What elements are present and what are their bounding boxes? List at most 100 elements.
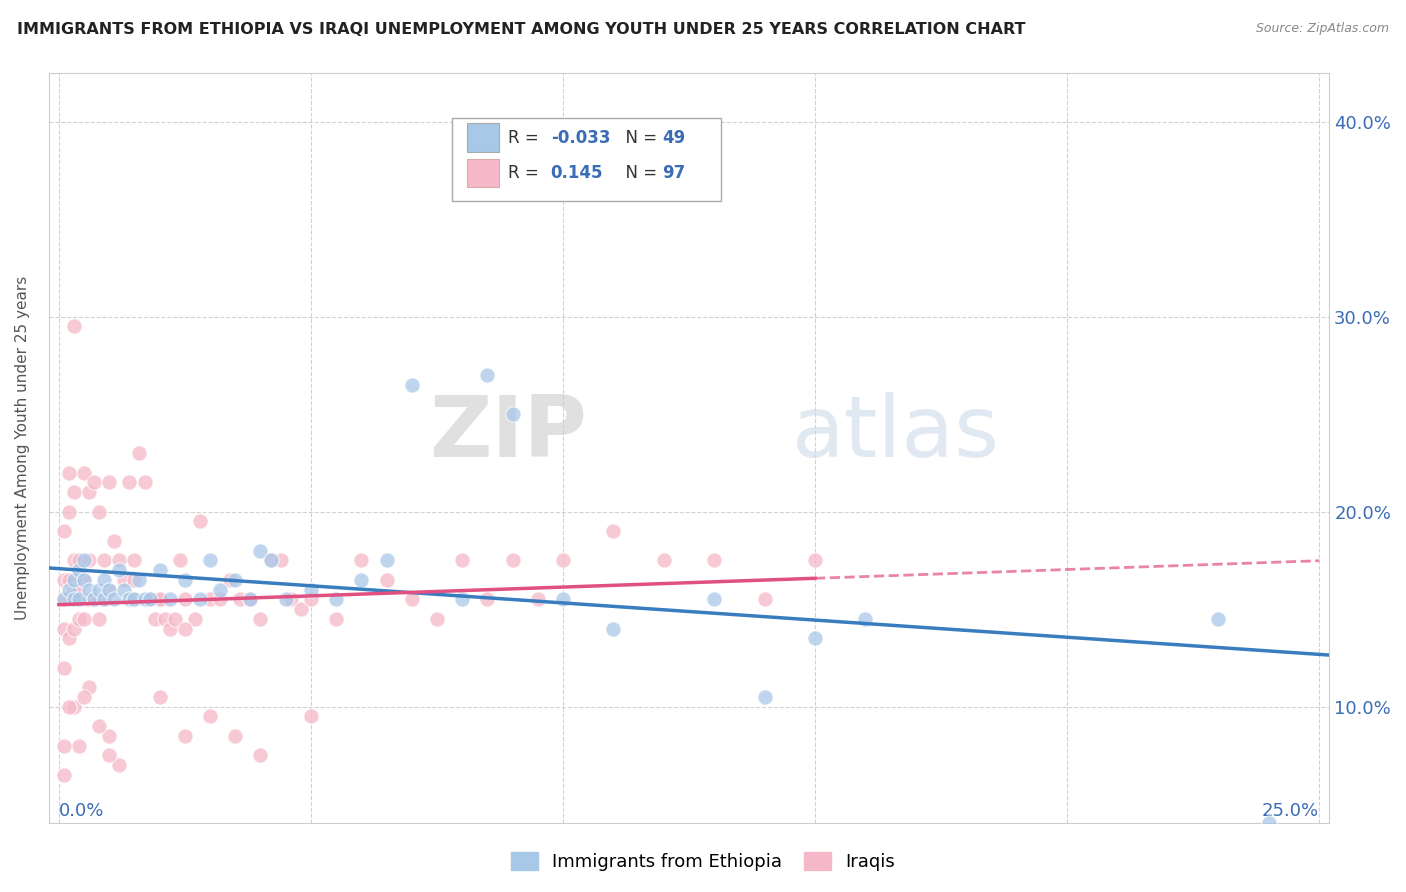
Point [52, 573, 75, 587]
Point [855, 612, 877, 626]
Point [703, 592, 725, 607]
Y-axis label: Unemployment Among Youth under 25 years: Unemployment Among Youth under 25 years [15, 277, 30, 620]
Point [63, 485, 86, 500]
Point [83, 592, 105, 607]
Point [128, 446, 150, 460]
Point [188, 592, 211, 607]
Point [108, 563, 131, 577]
Point [259, 553, 281, 567]
Point [73, 573, 96, 587]
Point [73, 690, 96, 704]
Point [134, 475, 156, 490]
Point [159, 592, 181, 607]
Point [108, 553, 131, 567]
Text: R =: R = [509, 164, 550, 182]
Point [138, 592, 160, 607]
Point [239, 592, 262, 607]
Point [98, 582, 121, 597]
Point [67, 553, 90, 567]
Point [63, 592, 86, 607]
Point [375, 573, 398, 587]
Point [77, 582, 100, 597]
Point [754, 690, 776, 704]
Point [67, 739, 90, 753]
Text: 0.145: 0.145 [551, 164, 603, 182]
Point [299, 709, 322, 723]
Point [804, 553, 827, 567]
Point [325, 592, 347, 607]
Point [754, 592, 776, 607]
Text: Source: ZipAtlas.com: Source: ZipAtlas.com [1256, 22, 1389, 36]
Text: 97: 97 [662, 164, 685, 182]
Point [149, 592, 172, 607]
Point [198, 709, 221, 723]
Point [98, 475, 121, 490]
Point [502, 553, 524, 567]
Point [73, 612, 96, 626]
Text: atlas: atlas [792, 392, 1000, 475]
Point [703, 553, 725, 567]
Point [249, 543, 271, 558]
Text: R =: R = [509, 128, 544, 146]
Point [89, 719, 111, 733]
Point [350, 573, 373, 587]
Point [502, 407, 524, 421]
Point [58, 699, 80, 714]
Point [58, 582, 80, 597]
Point [77, 485, 100, 500]
Point [108, 758, 131, 772]
Point [118, 592, 141, 607]
Point [58, 466, 80, 480]
Point [77, 592, 100, 607]
Point [52, 524, 75, 538]
Point [124, 592, 146, 607]
Point [89, 592, 111, 607]
Point [239, 592, 262, 607]
Point [52, 739, 75, 753]
Point [159, 622, 181, 636]
Point [451, 553, 474, 567]
Point [426, 612, 449, 626]
Point [169, 553, 191, 567]
Point [58, 592, 80, 607]
Point [173, 729, 195, 743]
Point [52, 622, 75, 636]
Point [526, 592, 548, 607]
Point [274, 592, 297, 607]
Point [325, 612, 347, 626]
Point [89, 612, 111, 626]
Point [67, 612, 90, 626]
Point [173, 622, 195, 636]
Point [98, 748, 121, 763]
Bar [467, 159, 499, 187]
Point [149, 592, 172, 607]
Point [299, 582, 322, 597]
Point [138, 592, 160, 607]
Point [124, 592, 146, 607]
Point [173, 592, 195, 607]
Point [67, 582, 90, 597]
Point [401, 377, 423, 392]
Point [73, 573, 96, 587]
Point [184, 612, 207, 626]
Point [290, 602, 312, 616]
Point [128, 573, 150, 587]
Point [52, 660, 75, 674]
Point [118, 475, 141, 490]
Point [63, 699, 86, 714]
Point [804, 632, 827, 646]
Point [77, 680, 100, 694]
Point [551, 592, 574, 607]
Text: N =: N = [614, 128, 662, 146]
Point [73, 466, 96, 480]
Point [477, 368, 499, 383]
Point [93, 553, 115, 567]
Point [451, 592, 474, 607]
Point [112, 582, 135, 597]
Text: N =: N = [614, 164, 662, 182]
Point [83, 592, 105, 607]
Point [52, 768, 75, 782]
Point [224, 729, 246, 743]
Point [224, 573, 246, 587]
Point [299, 592, 322, 607]
